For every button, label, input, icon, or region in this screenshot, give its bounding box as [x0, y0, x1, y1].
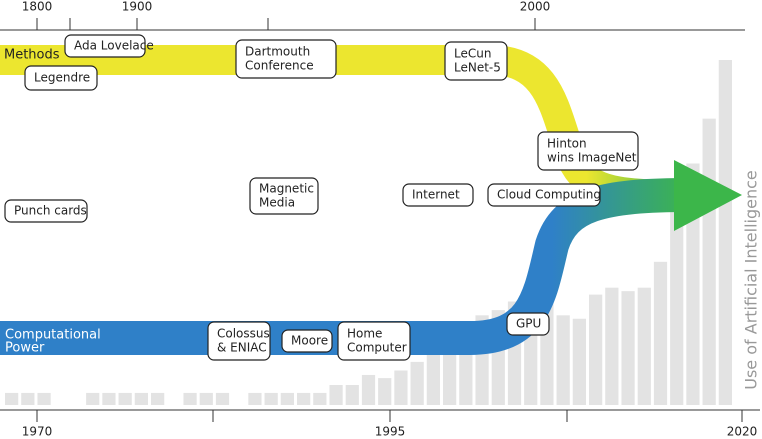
usage-bar	[426, 354, 440, 405]
bottom-axis-label: 1995	[375, 425, 406, 439]
event-box	[4, 199, 88, 223]
methods-stream	[0, 45, 691, 210]
usage-bar	[134, 392, 148, 405]
event-box	[537, 131, 639, 171]
usage-bar	[637, 287, 651, 405]
usage-bar	[264, 392, 278, 405]
usage-bar	[199, 392, 213, 405]
usage-bar	[86, 392, 100, 405]
usage-bars	[5, 60, 732, 406]
event-box	[207, 321, 271, 361]
event-label: Colossus	[217, 327, 270, 341]
top-ticks	[36, 18, 536, 30]
event-label: Cloud Computing	[497, 188, 601, 202]
usage-bar	[248, 392, 262, 405]
bottom-ticks	[36, 410, 743, 422]
usage-bar	[5, 392, 19, 405]
event-label: LeCun	[454, 47, 491, 61]
usage-bar	[297, 392, 311, 405]
usage-bar	[572, 318, 586, 405]
usage-bar	[345, 384, 359, 405]
bottom-axis-label: 2020	[727, 425, 758, 439]
usage-bar	[556, 315, 570, 405]
event-box	[24, 65, 98, 91]
top-axis-label: 2000	[520, 0, 551, 14]
event-box	[64, 34, 146, 58]
usage-bar	[102, 392, 116, 405]
event-label: Internet	[412, 188, 460, 202]
arrow-head	[674, 160, 742, 231]
event-box	[402, 183, 474, 207]
event-label: wins ImageNet	[547, 151, 637, 165]
usage-bar	[394, 370, 408, 405]
usage-bar	[670, 201, 684, 405]
usage-bar	[21, 392, 35, 405]
event-label: Magnetic	[259, 182, 314, 196]
computational-stream	[0, 178, 691, 355]
event-label: Ada Lovelace	[74, 39, 154, 53]
event-label: GPU	[516, 317, 541, 331]
event-label: & ENIAC	[217, 341, 267, 355]
usage-bar	[443, 349, 457, 405]
event-box	[249, 177, 319, 215]
event-label: Computer	[347, 341, 407, 355]
stream-label: Storage	[5, 182, 56, 197]
event-box	[444, 41, 508, 81]
event-label: Dartmouth	[245, 45, 310, 59]
event-box	[337, 321, 411, 361]
usage-bar	[361, 374, 376, 405]
usage-bar	[151, 392, 165, 405]
top-axis-label: 1800	[22, 0, 53, 14]
event-box	[281, 329, 333, 353]
usage-bar	[378, 378, 392, 405]
usage-bar	[280, 392, 294, 405]
event-label: Home	[347, 327, 382, 341]
usage-bar	[621, 291, 635, 405]
usage-bar	[605, 287, 619, 405]
usage-bar	[702, 118, 716, 406]
stream-label: Power	[5, 341, 45, 356]
stream-label: Methods	[4, 48, 60, 63]
stream-label: Computational	[5, 328, 101, 343]
event-label: Moore	[291, 334, 328, 348]
usage-bar	[718, 60, 732, 405]
top-axis-label: 1900	[122, 0, 153, 14]
event-label: Punch cards	[14, 204, 87, 218]
usage-bar	[118, 392, 132, 405]
usage-bar	[653, 261, 668, 405]
event-box	[506, 312, 550, 336]
usage-bar	[183, 392, 197, 405]
event-label: LeNet-5	[454, 61, 501, 75]
event-label: Media	[259, 196, 295, 210]
usage-bar	[215, 392, 230, 405]
event-box	[235, 39, 337, 79]
usage-bar	[459, 339, 473, 405]
bottom-axis-label: 1970	[22, 425, 53, 439]
usage-bar	[686, 163, 700, 405]
event-label: Legendre	[34, 71, 90, 85]
usage-bar	[329, 384, 343, 405]
usage-bar	[410, 361, 424, 405]
usage-label: Use of Artificial Intelligence	[742, 170, 761, 389]
event-label: Conference	[245, 59, 314, 73]
usage-bar	[589, 294, 603, 405]
usage-bar	[313, 392, 327, 405]
event-label: Hinton	[547, 137, 587, 151]
usage-bar	[37, 392, 51, 405]
event-box	[487, 183, 601, 207]
